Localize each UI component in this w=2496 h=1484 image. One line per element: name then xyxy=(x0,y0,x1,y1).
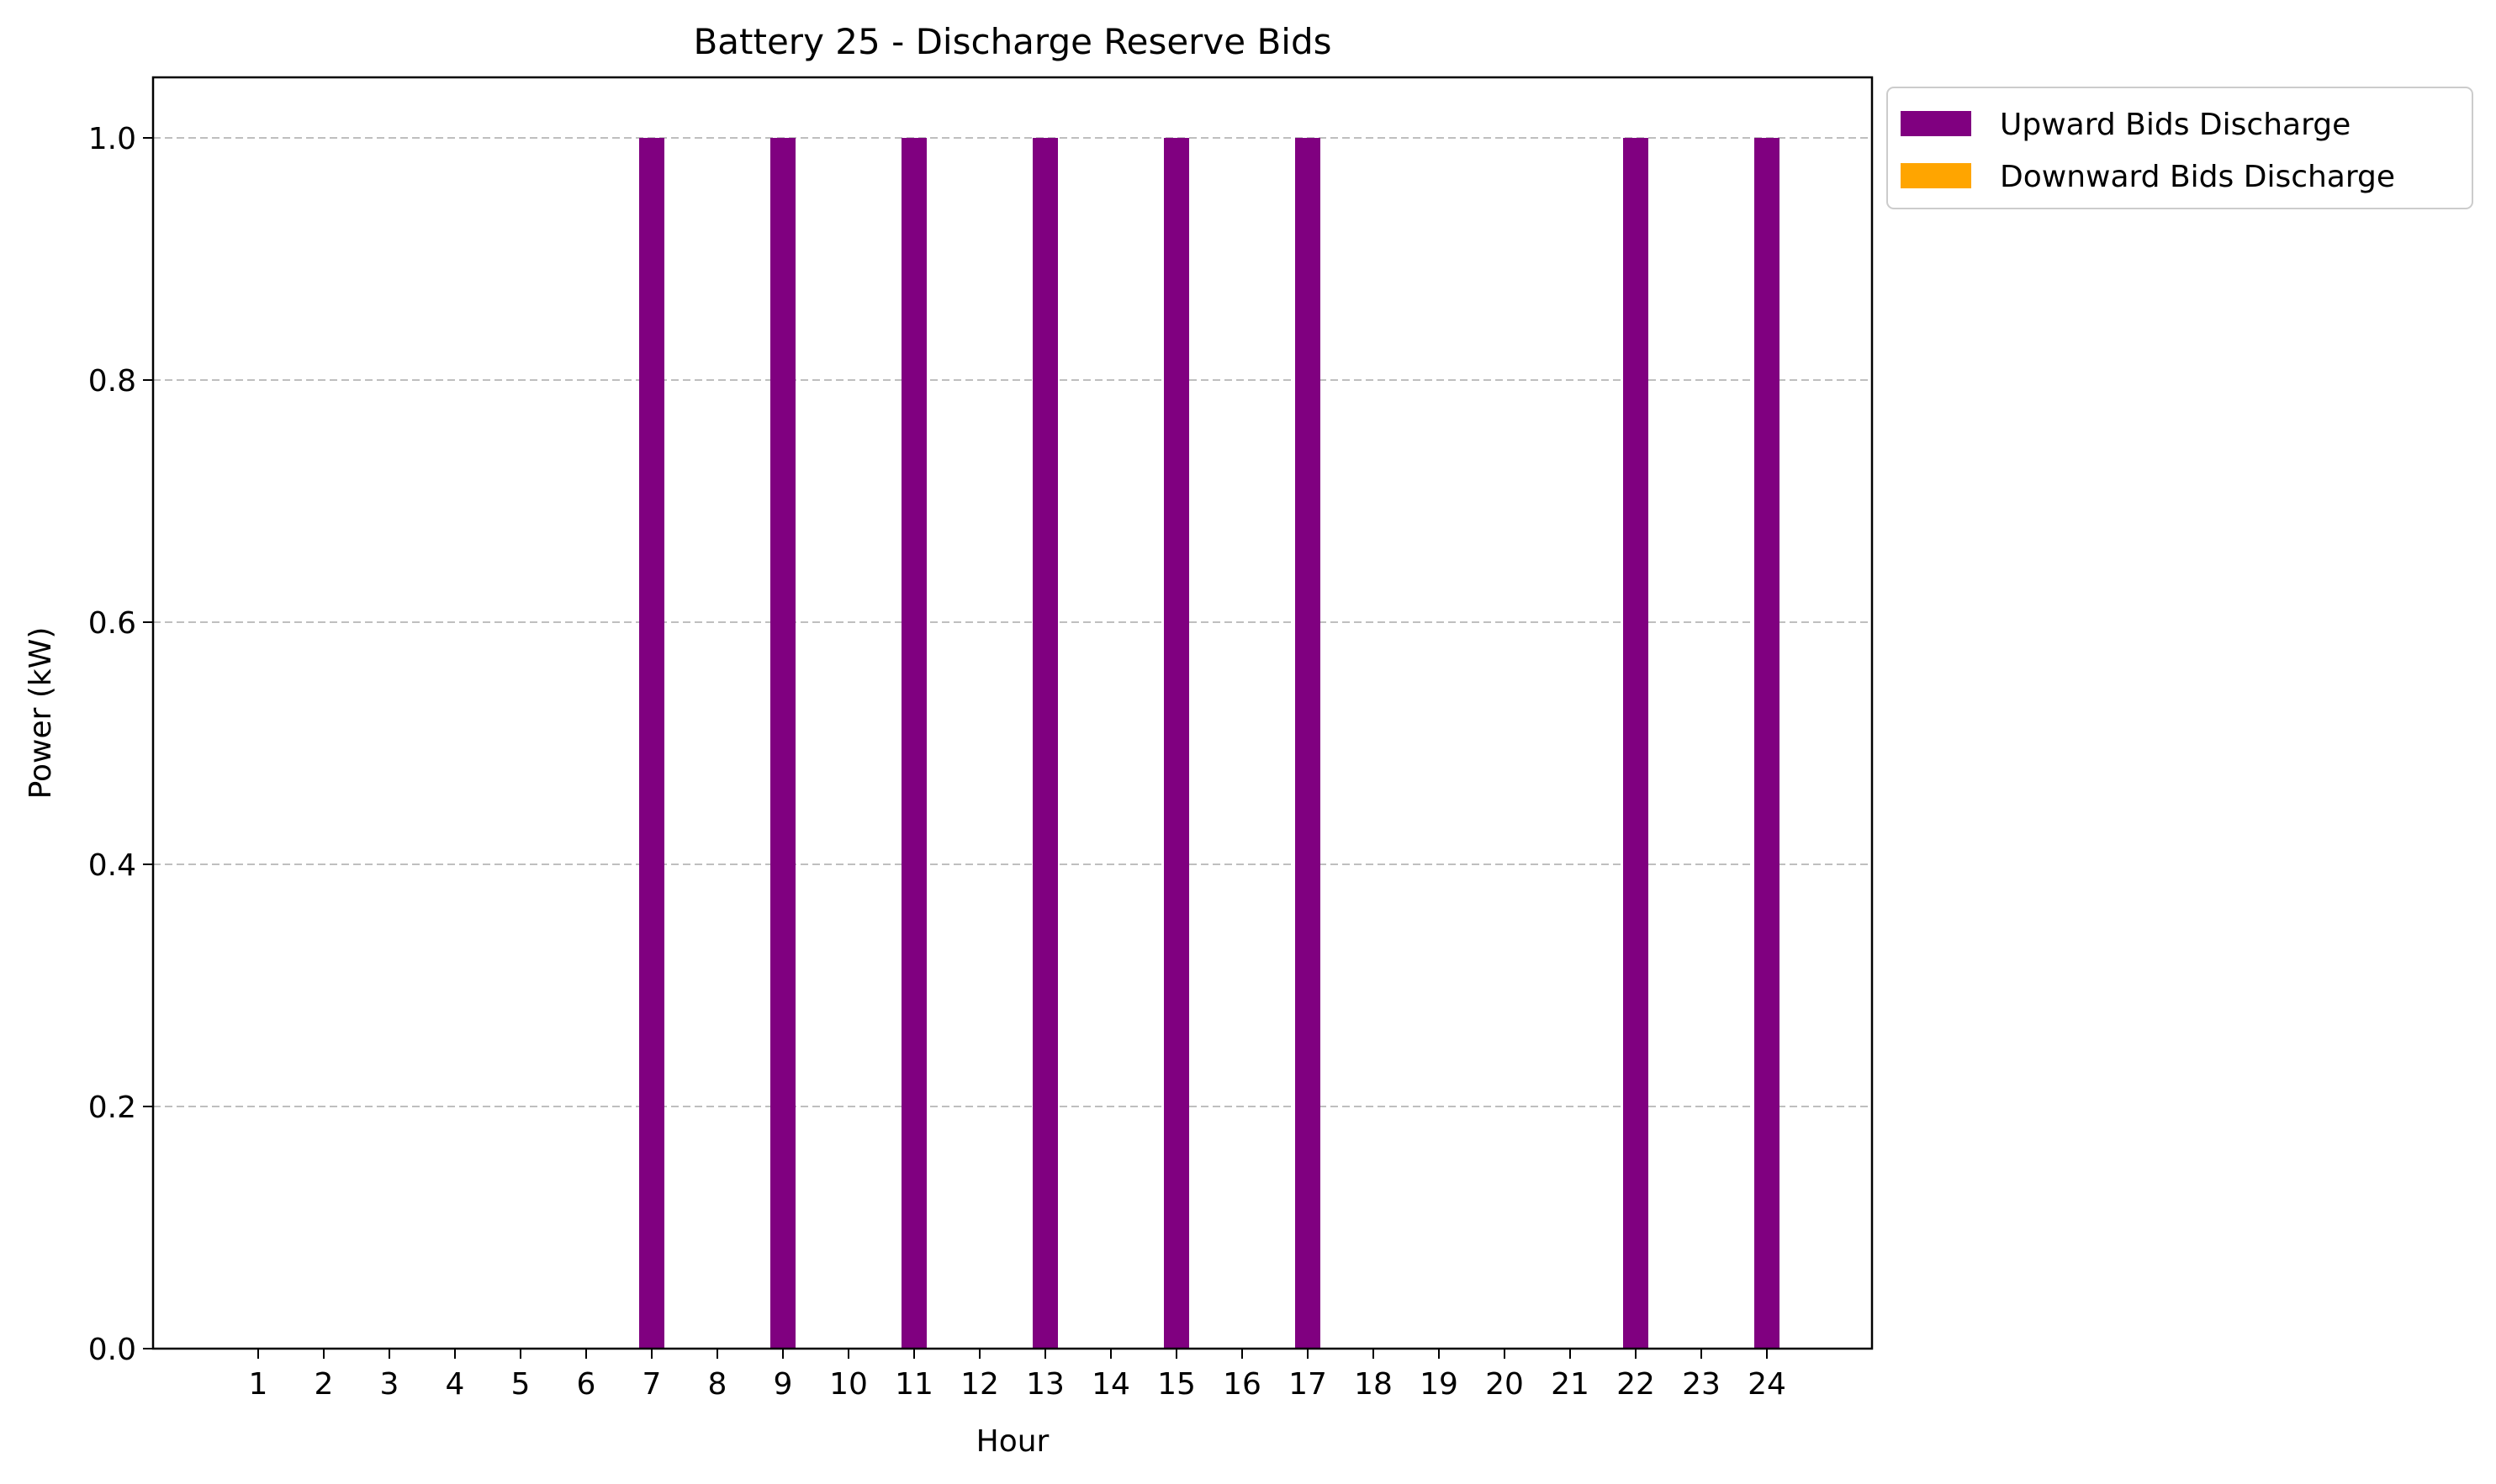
x-tick-label: 8 xyxy=(708,1367,727,1402)
y-tick-label: 0.6 xyxy=(88,606,136,641)
y-axis-ticks: 0.0 0.2 0.4 0.6 0.8 1.0 xyxy=(88,122,153,1367)
x-axis-ticks: 1 2 3 4 5 6 7 8 9 10 11 12 13 14 15 16 17 18 19 20 21 22 23 24 xyxy=(249,1349,1786,1402)
bar-upward xyxy=(770,138,796,1349)
y-axis-label: Power (kW) xyxy=(24,627,58,800)
x-tick-label: 15 xyxy=(1157,1367,1196,1402)
x-tick-label: 4 xyxy=(446,1367,465,1402)
x-tick-label: 9 xyxy=(774,1367,793,1402)
y-tick-label: 0.4 xyxy=(88,848,136,883)
bar-upward xyxy=(1623,138,1648,1349)
bar-upward xyxy=(1754,138,1779,1349)
y-tick-label: 1.0 xyxy=(88,122,136,156)
x-tick-label: 3 xyxy=(380,1367,399,1402)
x-tick-label: 2 xyxy=(315,1367,334,1402)
legend-swatch-downward xyxy=(1901,163,1971,188)
bars xyxy=(639,138,1779,1349)
x-tick-label: 16 xyxy=(1223,1367,1261,1402)
x-tick-label: 17 xyxy=(1288,1367,1327,1402)
x-tick-label: 1 xyxy=(249,1367,268,1402)
x-tick-label: 20 xyxy=(1485,1367,1524,1402)
bar-upward xyxy=(1295,138,1320,1349)
x-tick-label: 6 xyxy=(577,1367,596,1402)
y-tick-label: 0.2 xyxy=(88,1091,136,1125)
x-tick-label: 19 xyxy=(1420,1367,1458,1402)
bar-upward xyxy=(1164,138,1189,1349)
x-tick-label: 10 xyxy=(829,1367,868,1402)
x-tick-label: 14 xyxy=(1092,1367,1130,1402)
legend-swatch-upward xyxy=(1901,111,1971,136)
x-tick-label: 11 xyxy=(895,1367,933,1402)
y-tick-label: 0.0 xyxy=(88,1333,136,1367)
plot-area-frame xyxy=(151,76,1874,1350)
x-tick-label: 13 xyxy=(1026,1367,1065,1402)
y-tick-label: 0.8 xyxy=(88,364,136,399)
bar-upward xyxy=(902,138,927,1349)
x-tick-label: 18 xyxy=(1354,1367,1393,1402)
legend-label-upward: Upward Bids Discharge xyxy=(2000,108,2351,142)
chart-title: Battery 25 - Discharge Reserve Bids xyxy=(693,21,1331,62)
x-tick-label: 24 xyxy=(1748,1367,1786,1402)
x-tick-label: 21 xyxy=(1551,1367,1589,1402)
legend: Upward Bids Discharge Downward Bids Disc… xyxy=(1886,87,2473,209)
x-tick-label: 23 xyxy=(1682,1367,1721,1402)
bar-upward xyxy=(1033,138,1058,1349)
grid-lines xyxy=(153,137,1872,1107)
x-tick-label: 12 xyxy=(960,1367,999,1402)
x-axis-label: Hour xyxy=(976,1424,1050,1459)
x-tick-label: 7 xyxy=(643,1367,662,1402)
legend-box xyxy=(1886,87,2473,209)
x-tick-label: 5 xyxy=(511,1367,531,1402)
bar-upward xyxy=(639,138,664,1349)
x-tick-label: 22 xyxy=(1616,1367,1655,1402)
legend-label-downward: Downward Bids Discharge xyxy=(2000,160,2395,194)
